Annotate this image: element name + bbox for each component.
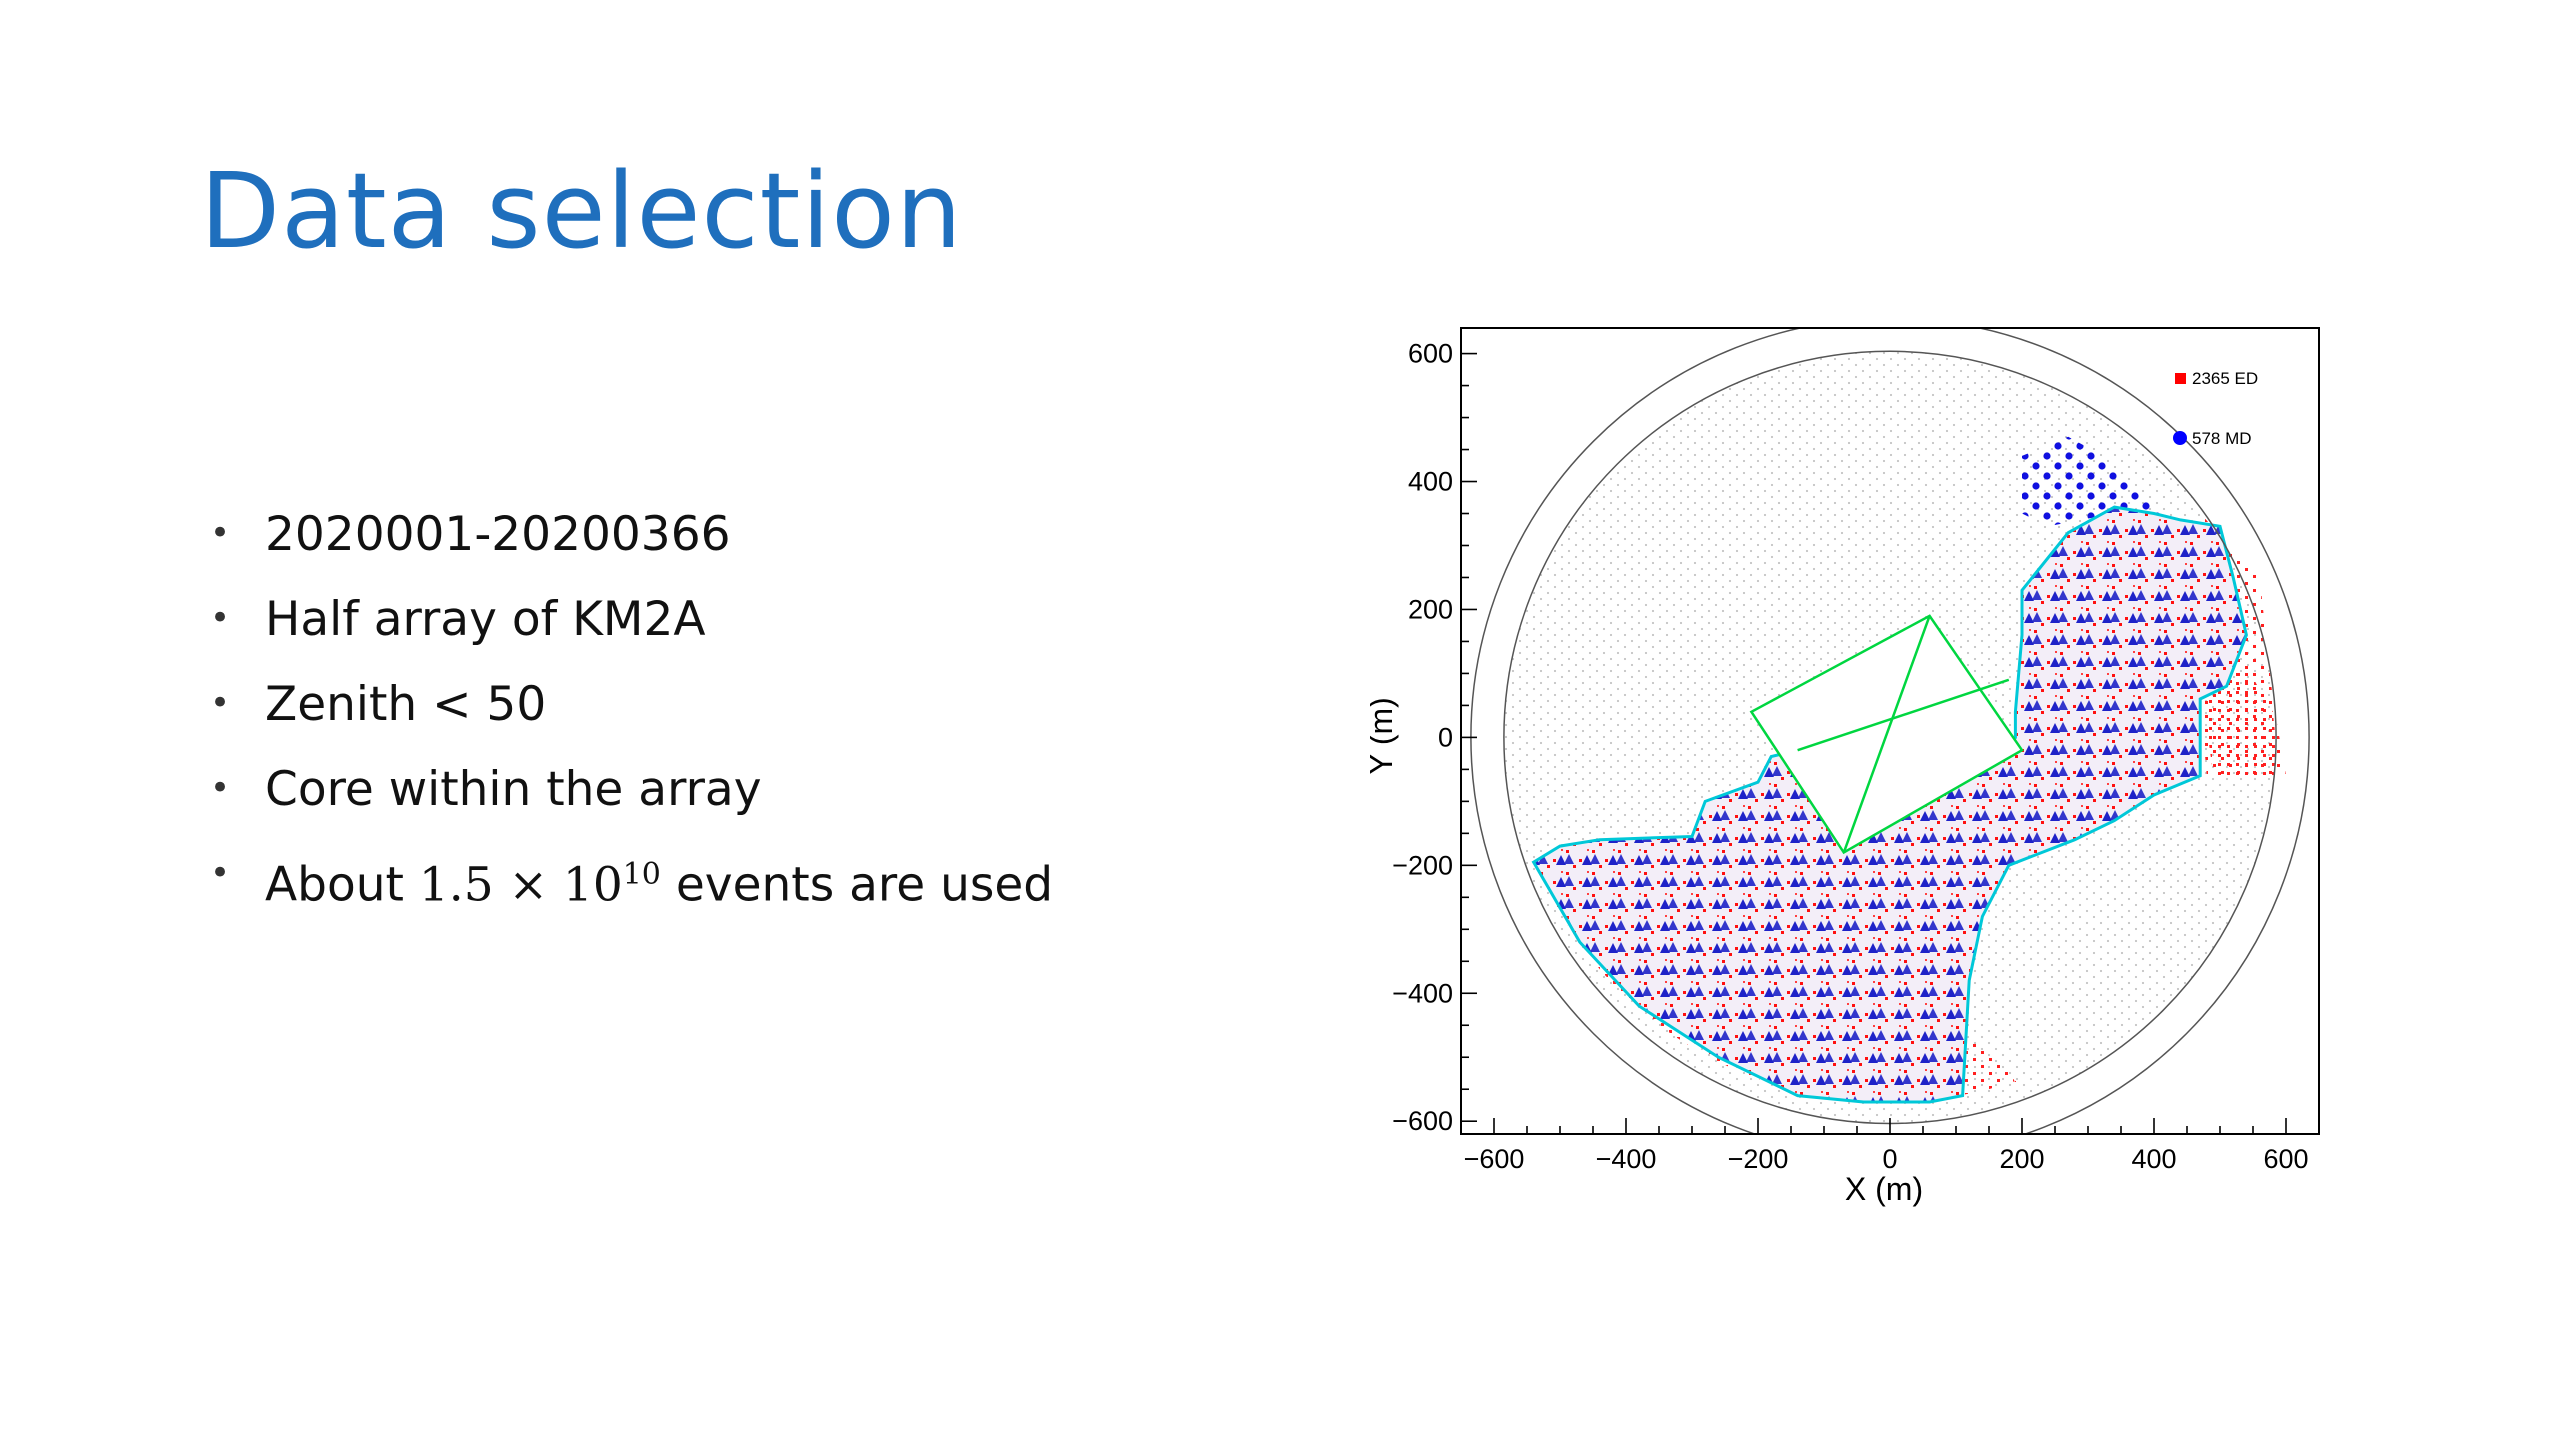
- y-tick-label: 400: [1408, 467, 1453, 497]
- legend-ed-marker: [2175, 373, 2186, 384]
- x-tick-label: 400: [2131, 1144, 2176, 1174]
- y-tick-label: −400: [1392, 978, 1453, 1008]
- y-tick-label: 200: [1408, 594, 1453, 624]
- bullet-math-exponent: 10: [623, 857, 661, 892]
- y-tick-label: −200: [1392, 850, 1453, 880]
- slide-title: Data selection: [200, 150, 963, 272]
- bullet-date-range: 2020001-20200366: [205, 505, 1053, 590]
- bullet-half-array: Half array of KM2A: [205, 590, 1053, 675]
- bullet-math-base: 1.5 × 10: [419, 858, 623, 913]
- y-tick-label: 0: [1438, 722, 1453, 752]
- y-axis-title: Y (m): [1370, 697, 1399, 775]
- legend-md-label: 578 MD: [2192, 429, 2252, 448]
- bullet-post: events are used: [661, 858, 1053, 913]
- x-tick-label: 0: [1882, 1144, 1897, 1174]
- bullet-text: Zenith < 50: [265, 677, 546, 732]
- x-tick-label: −600: [1464, 1144, 1525, 1174]
- bullet-zenith: Zenith < 50: [205, 675, 1053, 760]
- legend-md-marker: [2173, 431, 2187, 445]
- bullet-pre: About: [265, 858, 419, 913]
- bullet-core: Core within the array: [205, 760, 1053, 845]
- bullet-list: 2020001-20200366 Half array of KM2A Zeni…: [205, 505, 1053, 930]
- bullet-events: About 1.5 × 1010 events are used: [205, 845, 1053, 930]
- x-tick-label: 200: [1999, 1144, 2044, 1174]
- bullet-text: Core within the array: [265, 762, 762, 817]
- bullet-text: 2020001-20200366: [265, 507, 731, 562]
- y-tick-label: −600: [1392, 1106, 1453, 1136]
- bullet-text: Half array of KM2A: [265, 592, 706, 647]
- x-tick-label: −400: [1596, 1144, 1657, 1174]
- legend-ed-label: 2365 ED: [2192, 369, 2258, 388]
- x-tick-label: −200: [1728, 1144, 1789, 1174]
- plot-area: [1471, 320, 2309, 1156]
- km2a-array-layout-plot: −600 −400 −200 0 200 400 600 600 400 200 0 −200 −400…: [1370, 320, 2330, 1220]
- x-tick-label: 600: [2263, 1144, 2308, 1174]
- legend: 2365 ED 578 MD: [2173, 369, 2258, 448]
- x-axis-title: X (m): [1845, 1171, 1923, 1207]
- y-tick-label: 600: [1408, 339, 1453, 369]
